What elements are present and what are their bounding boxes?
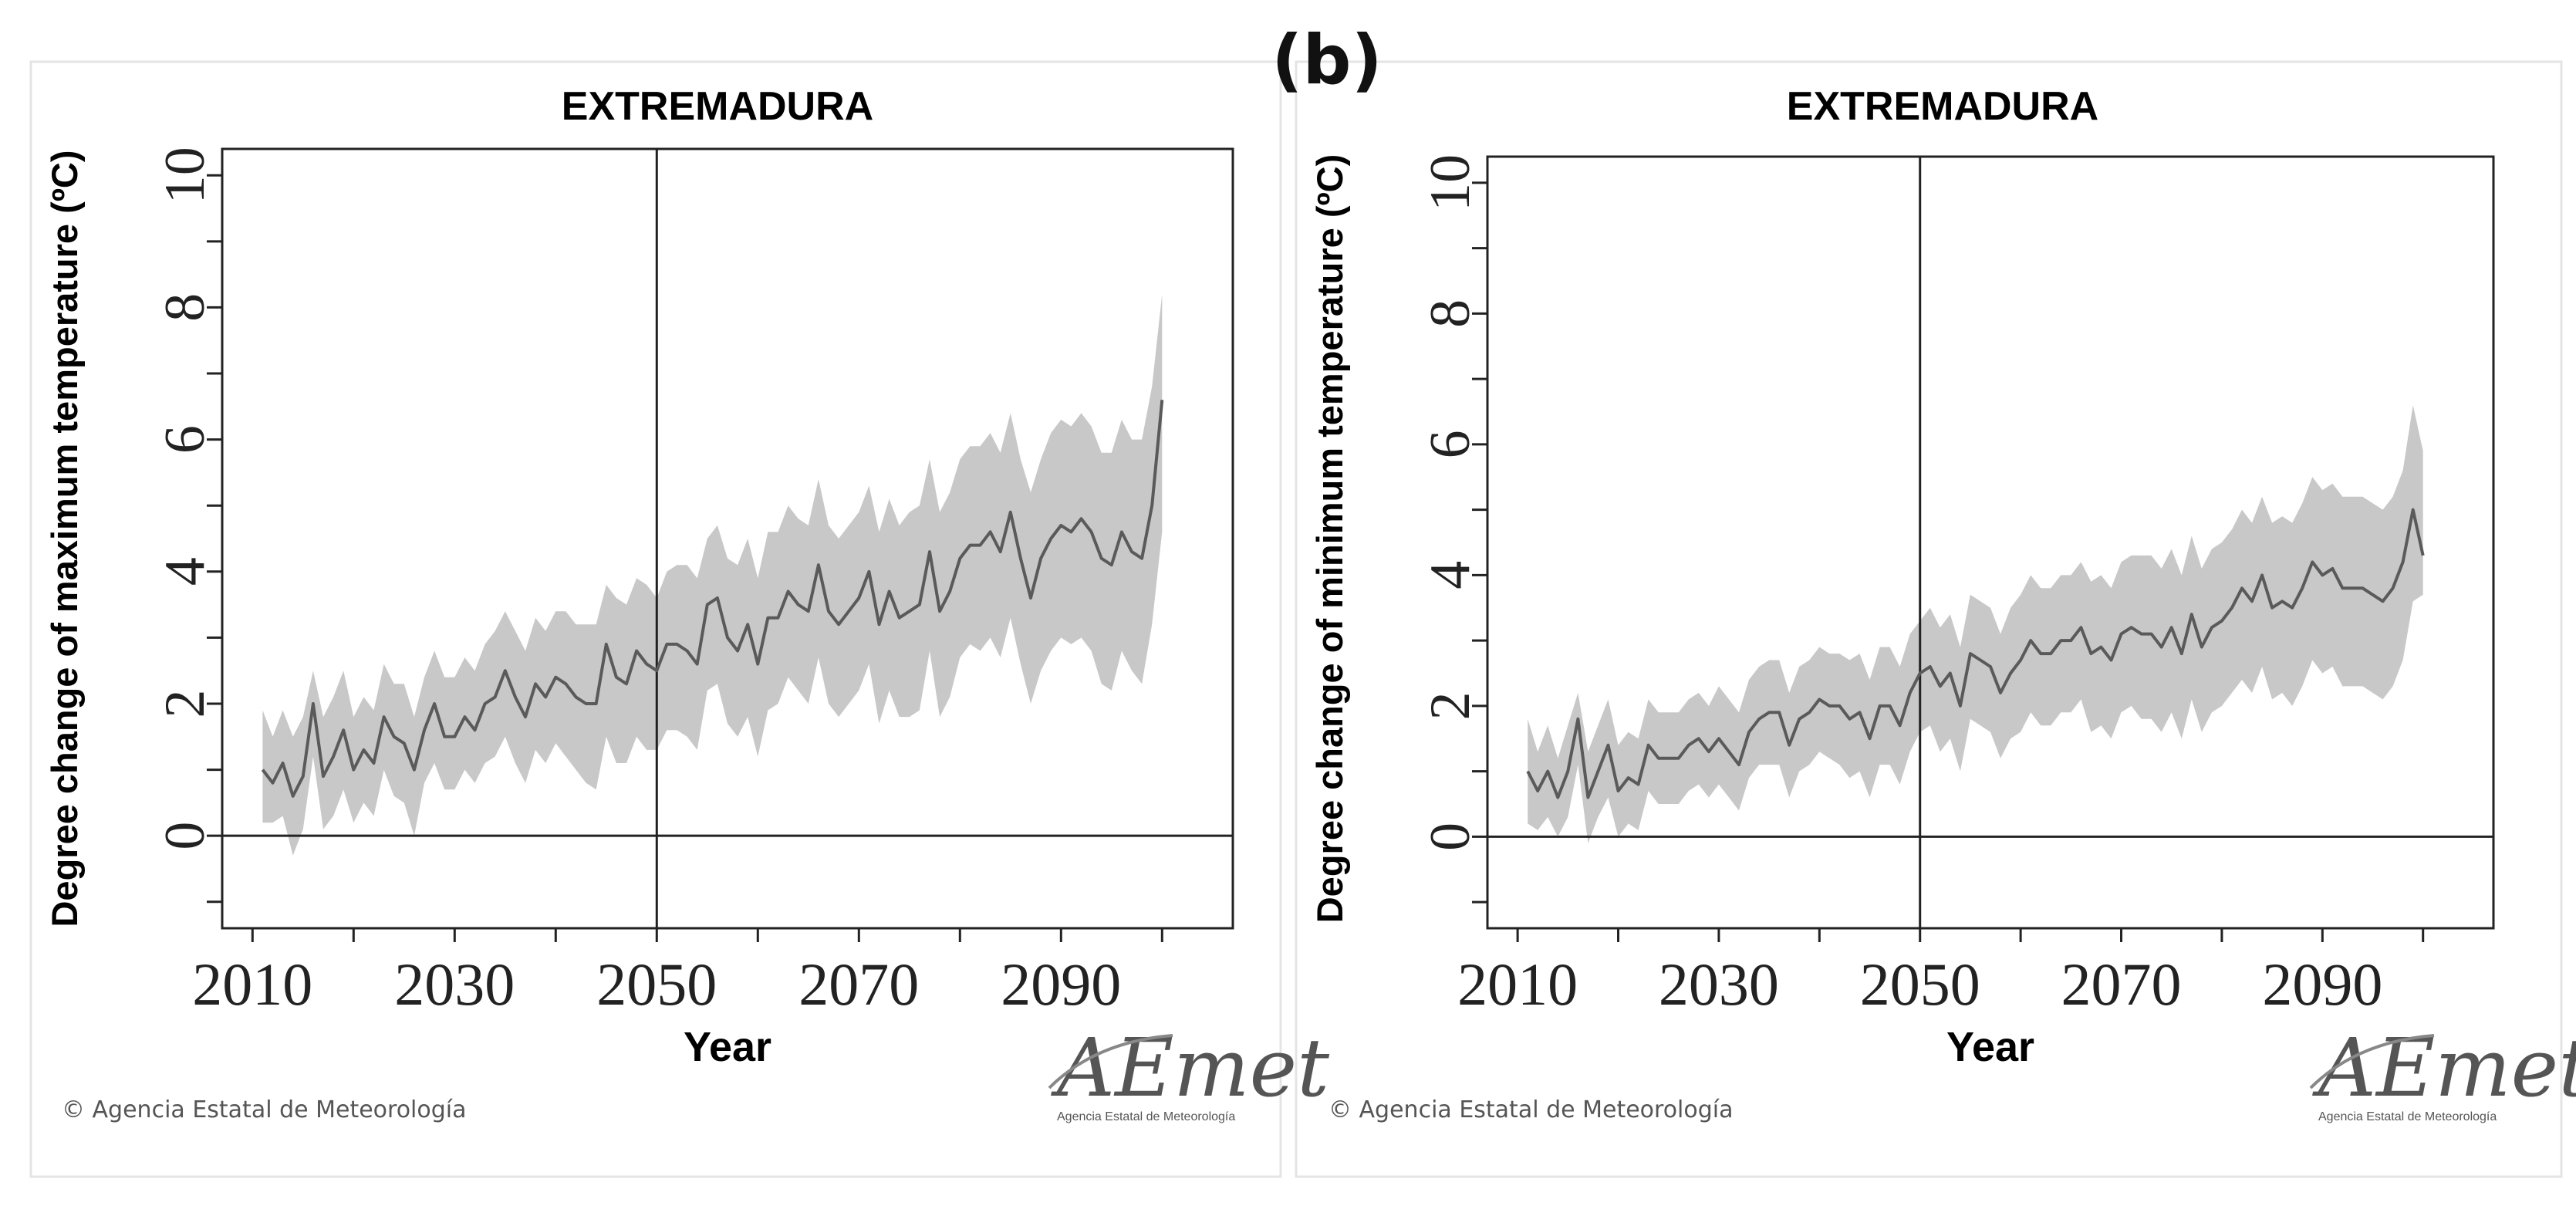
- plot-frame: [1486, 155, 2495, 930]
- y-axis-label: Degree change of minimum temperature (ºC…: [1309, 154, 1350, 924]
- x-axis-label: Year: [684, 1024, 771, 1070]
- x-tick-label: 2030: [1659, 951, 1779, 1018]
- y-tick-label: 4: [154, 557, 217, 586]
- credit-text: © Agencia Estatal de Meteorología: [62, 1096, 467, 1123]
- uncertainty-band: [1528, 405, 2423, 843]
- x-tick-label: 2070: [798, 951, 919, 1018]
- aemet-logo-left: AEmet Agencia Estatal de Meteorología: [1051, 1021, 1329, 1123]
- x-tick-label: 2010: [1457, 951, 1578, 1018]
- x-tick-label: 2010: [192, 951, 312, 1018]
- y-tick-label: 10: [1419, 154, 1482, 211]
- y-tick-label: 4: [1419, 561, 1482, 589]
- y-tick-label: 0: [154, 822, 217, 850]
- panel-label: (b): [1271, 20, 1382, 100]
- y-tick-label: 8: [154, 293, 217, 322]
- y-tick-label: 2: [1419, 691, 1482, 720]
- logo-swoosh: [2309, 1034, 2435, 1089]
- logo-text: AEmet: [2312, 1021, 2576, 1115]
- chart-max-temperature: EXTREMADURA Degree change of maximum temp…: [44, 84, 1234, 1070]
- y-axis-label: Degree change of maximum temperature (ºC…: [44, 150, 85, 927]
- plot-frame: [221, 147, 1234, 930]
- panel-frame-right: [1295, 60, 2563, 1178]
- series-line-0: [261, 400, 1164, 798]
- chart-min-temperature: EXTREMADURA Degree change of minimum temp…: [1309, 84, 2495, 1070]
- y-tick-label: 10: [154, 147, 217, 204]
- x-tick-label: 2030: [394, 951, 515, 1018]
- credit-text: © Agencia Estatal de Meteorología: [1329, 1096, 1734, 1123]
- y-tick-label: 2: [154, 689, 217, 718]
- aemet-logo-right: AEmet Agencia Estatal de Meteorología: [2312, 1021, 2576, 1123]
- y-tick-label: 6: [154, 425, 217, 454]
- x-tick-label: 2050: [1860, 951, 1980, 1018]
- x-tick-label: 2070: [2061, 951, 2182, 1018]
- x-tick-label: 2050: [596, 951, 717, 1018]
- y-tick-label: 8: [1419, 299, 1482, 328]
- logo-text: AEmet: [1051, 1021, 1329, 1115]
- x-tick-label: 2090: [2262, 951, 2382, 1018]
- x-tick-label: 2090: [1001, 951, 1121, 1018]
- logo-subtext: Agencia Estatal de Meteorología: [2318, 1110, 2497, 1123]
- credit-left: © Agencia Estatal de Meteorología: [62, 1096, 467, 1123]
- logo-subtext: Agencia Estatal de Meteorología: [1057, 1110, 1235, 1123]
- chart-title: EXTREMADURA: [562, 84, 873, 129]
- uncertainty-band: [262, 294, 1163, 856]
- y-tick-label: 6: [1419, 430, 1482, 458]
- logo-swoosh: [1048, 1034, 1173, 1089]
- credit-right: © Agencia Estatal de Meteorología: [1329, 1096, 1734, 1123]
- y-tick-label: 0: [1419, 823, 1482, 851]
- x-axis-label: Year: [1946, 1024, 2034, 1070]
- series-line-0: [1526, 508, 2425, 799]
- panel-frame-left: [29, 60, 1282, 1178]
- chart-title: EXTREMADURA: [1787, 84, 2098, 129]
